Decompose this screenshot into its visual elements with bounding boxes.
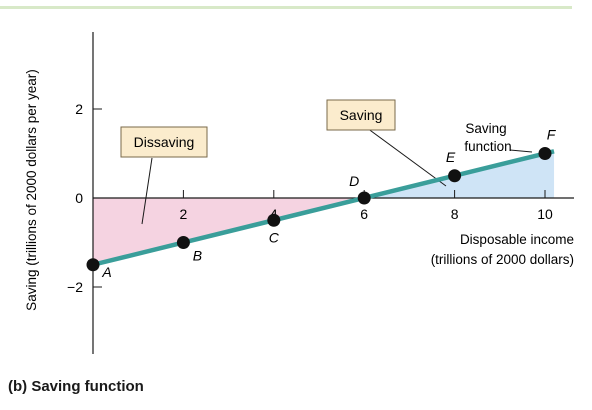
x-axis-label-line2: (trillions of 2000 dollars) <box>431 252 574 267</box>
saving-label: Saving <box>340 107 383 123</box>
points-group: A B C D E F <box>86 127 557 280</box>
y-ticks: 2 0 −2 <box>67 101 102 295</box>
y-tick-label: 2 <box>75 101 83 117</box>
saving-function-label-line1: Saving <box>465 121 506 136</box>
point-label-f: F <box>547 127 557 143</box>
top-rule <box>0 6 572 9</box>
x-axis-label-line1: Disposable income <box>460 232 574 247</box>
saving-function-label-line2: function <box>464 139 511 154</box>
saving-callout-line <box>366 127 447 187</box>
x-tick-label: 6 <box>360 206 368 222</box>
point-f <box>538 147 552 160</box>
point-label-a: A <box>101 264 111 280</box>
x-tick-label: 10 <box>537 206 553 222</box>
point-d <box>357 191 371 205</box>
x-tick-label: 8 <box>451 206 459 222</box>
dissaving-callout-line <box>141 157 153 225</box>
y-tick-label: 0 <box>75 190 83 206</box>
saving-label-box <box>326 99 396 131</box>
dissaving-label: Dissaving <box>134 134 195 150</box>
point-label-e: E <box>446 149 456 165</box>
saving-function-chart: 246810 20−2 Saving (trillions of 2000 do… <box>24 32 574 354</box>
dissaving-label-box <box>120 126 208 158</box>
point-a <box>86 258 100 272</box>
point-c <box>267 213 281 227</box>
y-tick-label: −2 <box>67 279 83 295</box>
point-label-c: C <box>269 229 280 245</box>
saving-function-callout-line <box>509 149 533 153</box>
y-axis-label: Saving (trillions of 2000 dollars per ye… <box>24 69 39 311</box>
point-b <box>176 236 190 249</box>
x-tick-label: 2 <box>180 206 188 222</box>
figure-caption: (b) Saving function <box>8 378 144 395</box>
point-e <box>448 169 462 183</box>
point-label-b: B <box>193 248 202 264</box>
point-label-d: D <box>349 173 359 189</box>
saving-function-line <box>92 149 555 267</box>
